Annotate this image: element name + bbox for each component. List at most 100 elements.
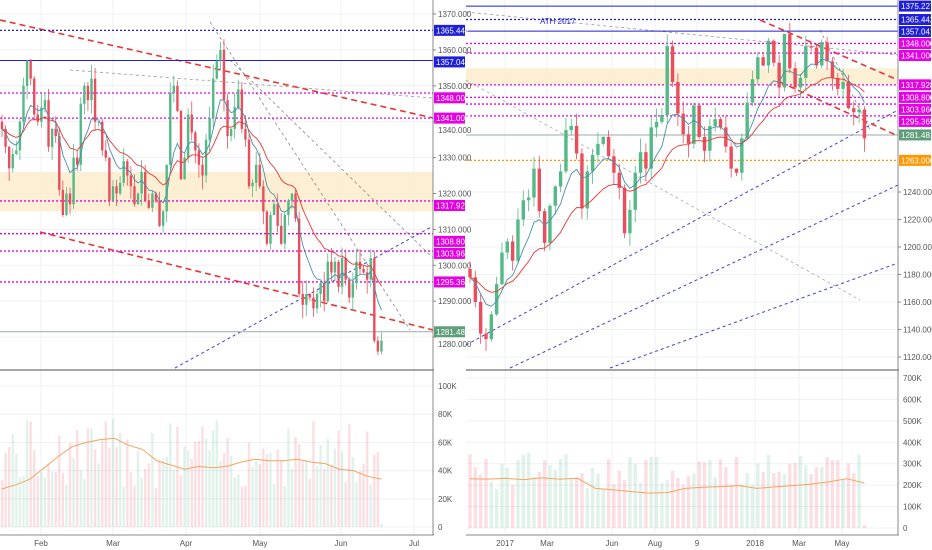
volume-bar (301, 461, 304, 527)
volume-bar (15, 453, 18, 527)
volume-bar (820, 466, 824, 528)
candle-down (4, 128, 7, 147)
candle-up (756, 57, 760, 80)
price-level-badge (899, 154, 931, 166)
candle-up (841, 82, 845, 89)
volume-bar (468, 454, 472, 528)
candle-up (521, 200, 525, 220)
grey-trendline (69, 69, 434, 99)
volume-tick-label: 20K (438, 495, 453, 504)
candle-down (702, 137, 707, 151)
candle-down (510, 241, 515, 261)
price-level-badge (899, 115, 931, 127)
x-tick-label: May (252, 539, 267, 548)
volume-bar (229, 455, 233, 527)
volume-tick-label: 0 (438, 523, 443, 532)
volume-bar (215, 420, 218, 527)
candle-up (660, 115, 664, 122)
candle-up (122, 161, 125, 183)
volume-bar (111, 419, 115, 527)
candle-down (240, 89, 244, 129)
volume-bar (18, 477, 22, 527)
candle-up (219, 49, 222, 61)
volume-bar (104, 421, 108, 527)
ma-20-line (469, 77, 865, 293)
volume-bar (251, 466, 254, 527)
candle-down (337, 261, 340, 287)
candle-down (201, 164, 204, 176)
volume-bar (237, 474, 240, 527)
candle-down (862, 109, 867, 139)
volume-bar (542, 460, 547, 528)
candle-up (782, 33, 787, 88)
candle-down (814, 47, 819, 66)
candle-down (265, 211, 269, 244)
red-trendline (759, 19, 899, 81)
volume-bar (558, 458, 563, 528)
volume-bar (240, 486, 244, 527)
candle-down (276, 204, 279, 226)
candle-down (761, 57, 765, 66)
red-trendline (779, 81, 899, 137)
candle-down (772, 40, 776, 63)
candle-down (323, 283, 326, 302)
volume-bar (852, 473, 856, 528)
volume-bar (333, 448, 337, 527)
candle-down (7, 146, 11, 169)
volume-bar (564, 454, 568, 528)
volume-bar (330, 464, 333, 527)
price-level-label: 1357.041 (901, 28, 932, 37)
candle-up (72, 157, 75, 205)
y-tick-label: 1140.000 (903, 326, 932, 335)
volume-bar (713, 477, 717, 528)
candle-down (33, 78, 36, 115)
candle-up (665, 46, 669, 115)
candle-up (326, 261, 329, 302)
volume-bar (857, 454, 861, 528)
volume-bar (151, 433, 154, 527)
candle-up (708, 126, 712, 151)
price-level-label: 1365.442 (436, 26, 470, 35)
volume-bar (590, 467, 595, 528)
volume-bar (692, 473, 696, 528)
x-tick-label: May (834, 539, 849, 548)
candle-up (79, 103, 82, 165)
volume-bar (226, 437, 229, 527)
candle-up (713, 119, 717, 126)
volume-bar (649, 457, 653, 528)
y-tick-label: 1310.000 (438, 225, 472, 234)
volume-bar (516, 460, 520, 528)
volume-bar (254, 460, 258, 527)
candle-down (622, 187, 627, 234)
candle-down (344, 258, 347, 280)
candle-down (373, 258, 376, 341)
blue-trendline (609, 262, 899, 369)
volume-bar (33, 449, 36, 527)
volume-bar (772, 472, 776, 528)
candle-up (548, 205, 552, 243)
y-tick-label: 1360.000 (438, 46, 472, 55)
grey-trendline (229, 59, 434, 259)
candle-down (58, 136, 61, 190)
candle-up (500, 252, 504, 285)
candle-down (75, 157, 79, 165)
volume-bar (665, 480, 669, 528)
volume-bar (183, 446, 186, 527)
volume-bar (782, 474, 787, 528)
candle-up (494, 284, 499, 315)
volume-bar (638, 482, 643, 528)
candle-down (301, 294, 304, 305)
candle-down (830, 61, 835, 78)
candle-up (516, 219, 520, 261)
candle-up (766, 40, 771, 66)
x-tick-label: Mar (792, 539, 806, 548)
candle-up (237, 89, 240, 108)
volume-tick-label: 700K (903, 374, 922, 383)
candle-up (601, 137, 605, 144)
volume-bar (29, 421, 32, 527)
price-level-badge (434, 112, 465, 124)
volume-bar (290, 468, 294, 527)
price-level-badge (434, 326, 465, 338)
candle-up (798, 77, 803, 88)
